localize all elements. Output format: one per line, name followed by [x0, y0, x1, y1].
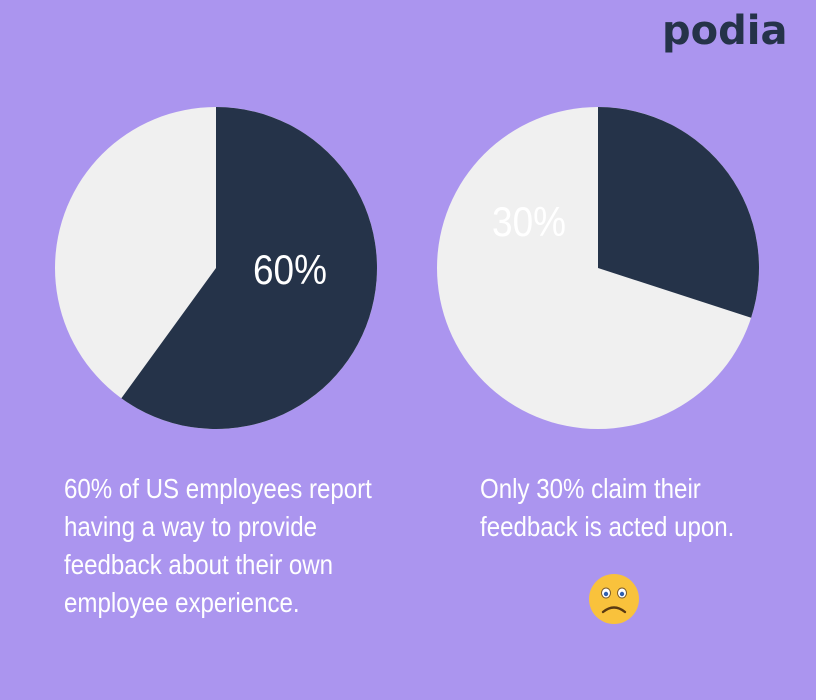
pie-chart-1-slice-highlight [121, 107, 378, 429]
brand-logo: podia [662, 8, 788, 54]
sad-face-right-pupil [619, 591, 625, 597]
sad-face-left-pupil [603, 591, 609, 597]
caption-left-line-2: having a way to provide [64, 511, 318, 542]
pie-charts: 60% 30% [55, 107, 760, 429]
sad-face-head [589, 574, 639, 624]
caption-left-line-1: 60% of US employees report [64, 473, 372, 504]
pie-chart-1: 60% [55, 107, 378, 429]
caption-left-line-3: feedback about their own [64, 549, 334, 580]
caption-right-line-2: feedback is acted upon. [480, 511, 735, 542]
pie-chart-2: 30% [437, 107, 760, 429]
pie-chart-1-label: 60% [253, 247, 327, 294]
caption-left-line-4: employee experience. [64, 587, 300, 618]
sad-face-icon [589, 574, 639, 624]
pie-chart-2-slice-highlight [598, 107, 760, 318]
sad-face-mouth [601, 606, 627, 614]
pie-chart-2-label: 30% [492, 199, 566, 246]
caption-left: 60% of US employees report having a way … [64, 470, 399, 622]
caption-right-line-1: Only 30% claim their [480, 473, 701, 504]
caption-right: Only 30% claim their feedback is acted u… [480, 470, 764, 546]
